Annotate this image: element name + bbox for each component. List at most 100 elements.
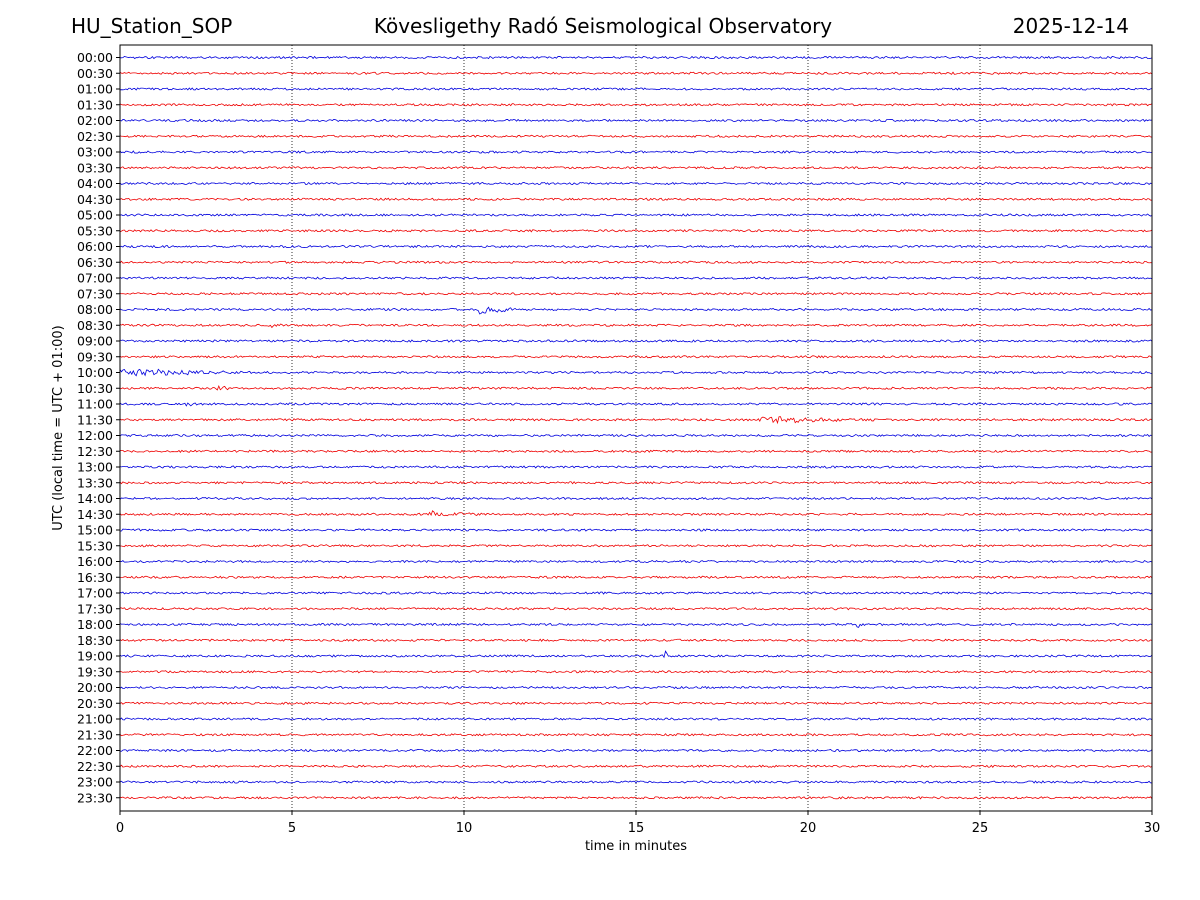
trace-0600 (119, 244, 1153, 249)
y-tick-label: 20:30 (77, 696, 113, 711)
trace-0630 (119, 260, 1153, 264)
y-tick-label: 11:30 (77, 412, 113, 427)
y-tick-label: 14:30 (77, 507, 113, 522)
y-tick-label: 15:00 (77, 523, 113, 538)
trace-2200 (119, 748, 1153, 753)
y-tick-label: 18:00 (77, 617, 113, 632)
trace-1530 (119, 544, 1153, 548)
x-tick-label: 25 (972, 821, 989, 836)
trace-2000 (119, 685, 1153, 690)
trace-1300 (119, 465, 1153, 469)
y-tick-label: 05:30 (77, 223, 113, 238)
y-tick-label: 22:30 (77, 759, 113, 774)
trace-0000 (119, 55, 1153, 60)
y-tick-label: 07:30 (77, 286, 113, 301)
y-tick-label: 10:30 (77, 381, 113, 396)
trace-1700 (119, 591, 1153, 595)
trace-1730 (119, 607, 1153, 611)
trace-2030 (119, 701, 1153, 705)
y-tick-label: 15:30 (77, 538, 113, 553)
chart-title: Kövesligethy Radó Seismological Observat… (373, 14, 833, 38)
y-tick-label: 08:30 (77, 318, 113, 333)
trace-1800 (119, 622, 1153, 628)
y-tick-label: 02:00 (77, 113, 113, 128)
trace-1200 (119, 433, 1153, 438)
y-tick-label: 06:00 (77, 239, 113, 254)
trace-0100 (119, 87, 1153, 91)
trace-1430 (119, 510, 1153, 517)
x-tick-label: 15 (628, 821, 645, 836)
y-tick-label: 19:00 (77, 649, 113, 664)
y-tick-label: 09:30 (77, 349, 113, 364)
y-tick-label: 00:30 (77, 66, 113, 81)
y-tick-label: 19:30 (77, 664, 113, 679)
date-label: 2025-12-14 (1012, 14, 1129, 38)
y-tick-label: 17:30 (77, 601, 113, 616)
trace-2230 (119, 764, 1153, 768)
x-tick-label: 5 (288, 821, 296, 836)
y-tick-label: 13:30 (77, 475, 113, 490)
y-tick-label: 03:30 (77, 160, 113, 175)
y-tick-label: 00:00 (77, 50, 113, 65)
trace-1630 (119, 575, 1153, 579)
trace-1930 (119, 670, 1153, 674)
y-tick-label: 12:30 (77, 444, 113, 459)
y-axis: 00:0000:3001:0001:3002:0002:3003:0003:30… (77, 50, 120, 805)
x-tick-label: 0 (116, 821, 124, 836)
y-tick-label: 04:00 (77, 176, 113, 191)
y-tick-label: 21:00 (77, 712, 113, 727)
trace-0330 (119, 166, 1153, 170)
y-tick-label: 01:00 (77, 82, 113, 97)
y-tick-label: 23:00 (77, 775, 113, 790)
trace-2130 (119, 733, 1153, 737)
trace-1830 (119, 638, 1153, 642)
y-tick-label: 10:00 (77, 365, 113, 380)
trace-2330 (119, 796, 1153, 800)
trace-1100 (119, 402, 1153, 407)
y-tick-label: 08:00 (77, 302, 113, 317)
trace-0030 (119, 71, 1153, 75)
y-axis-label: UTC (local time = UTC + 01:00) (51, 325, 66, 530)
trace-1900 (119, 650, 1153, 659)
traces (119, 55, 1153, 800)
y-tick-label: 18:30 (77, 633, 113, 648)
y-tick-label: 16:00 (77, 554, 113, 569)
trace-1600 (119, 559, 1153, 564)
trace-0830 (119, 323, 1153, 329)
y-tick-label: 16:30 (77, 570, 113, 585)
y-tick-label: 11:00 (77, 397, 113, 412)
trace-1330 (119, 481, 1153, 485)
trace-0300 (119, 150, 1153, 154)
trace-1400 (119, 496, 1153, 501)
trace-0500 (119, 213, 1153, 217)
y-tick-label: 13:00 (77, 460, 113, 475)
grid-lines (291, 45, 981, 811)
x-tick-label: 20 (800, 821, 817, 836)
trace-1130 (119, 416, 1153, 425)
x-tick-label: 30 (1144, 821, 1161, 836)
trace-1000 (119, 368, 1153, 377)
trace-0130 (119, 103, 1153, 107)
trace-0900 (119, 339, 1153, 343)
x-tick-label: 10 (456, 821, 473, 836)
trace-1030 (119, 384, 1153, 391)
trace-1500 (119, 528, 1153, 532)
trace-2300 (119, 780, 1153, 784)
y-tick-label: 06:30 (77, 255, 113, 270)
trace-0400 (119, 181, 1153, 186)
trace-0530 (119, 229, 1153, 233)
trace-0730 (119, 292, 1153, 296)
trace-1230 (119, 449, 1153, 453)
x-axis: 0 5 10 15 20 25 30 (116, 811, 1160, 836)
y-tick-label: 21:30 (77, 727, 113, 742)
y-tick-label: 14:00 (77, 491, 113, 506)
trace-0230 (119, 134, 1153, 138)
trace-0200 (119, 118, 1153, 123)
y-tick-label: 04:30 (77, 192, 113, 207)
y-tick-label: 12:00 (77, 428, 113, 443)
station-label: HU_Station_SOP (71, 14, 233, 38)
y-tick-label: 23:30 (77, 790, 113, 805)
y-tick-label: 02:30 (77, 129, 113, 144)
trace-0800 (119, 306, 1153, 315)
